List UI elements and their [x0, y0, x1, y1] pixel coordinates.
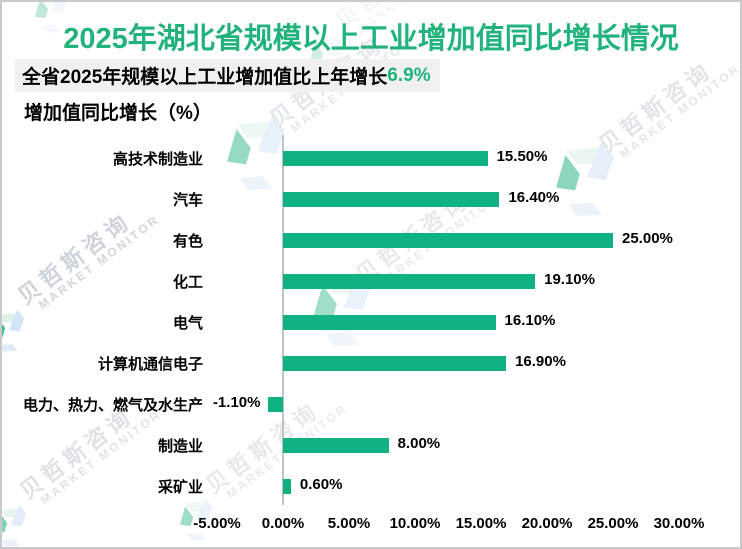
x-tick-label: 20.00%	[521, 515, 573, 532]
x-tick-label: 10.00%	[389, 515, 441, 532]
value-label: 16.10%	[504, 312, 556, 329]
value-label: 0.60%	[299, 476, 343, 493]
bar	[283, 478, 291, 494]
value-label: 25.00%	[622, 230, 673, 247]
value-label: 16.90%	[515, 353, 566, 370]
value-label: 16.40%	[508, 189, 560, 206]
bar	[268, 396, 283, 412]
category-label: 计算机通信电子	[97, 356, 203, 373]
x-tick-label: -5.00%	[193, 515, 241, 532]
bar	[283, 355, 507, 371]
zero-axis-line	[282, 135, 284, 505]
subtitle-text: 全省2025年规模以上工业增加值比上年增长	[22, 67, 388, 88]
x-tick-label: 0.00%	[261, 515, 305, 532]
category-label: 汽车	[172, 192, 203, 209]
x-tick-label: 15.00%	[455, 515, 507, 532]
x-tick-label: 30.00%	[653, 515, 705, 532]
page-title: 2025年湖北省规模以上工业增加值同比增长情况	[63, 23, 679, 55]
subtitle-highlight-value: 6.9%	[387, 64, 431, 86]
subtitle-banner: 全省2025年规模以上工业增加值比上年增长 6.9%	[15, 59, 440, 92]
bar	[283, 150, 488, 166]
category-label: 化工	[172, 274, 203, 291]
bar	[283, 314, 496, 330]
category-label: 高技术制造业	[112, 151, 203, 168]
category-label: 采矿业	[157, 479, 203, 496]
category-label: 电力、热力、燃气及水生产	[22, 397, 203, 414]
x-tick-label: 25.00%	[587, 515, 639, 532]
x-tick-label: 5.00%	[327, 515, 371, 532]
category-label: 有色	[172, 233, 203, 250]
value-label: 19.10%	[544, 271, 595, 288]
value-label: 15.50%	[496, 148, 548, 165]
bar	[283, 273, 536, 289]
category-label: 制造业	[157, 438, 203, 455]
bar	[283, 232, 613, 248]
value-label: -1.10%	[212, 394, 261, 411]
bar	[283, 437, 389, 453]
axis-unit-label: 增加值同比增长（%）	[24, 103, 212, 124]
value-label: 8.00%	[397, 435, 441, 452]
category-label: 电气	[172, 315, 203, 332]
bar	[283, 191, 500, 207]
